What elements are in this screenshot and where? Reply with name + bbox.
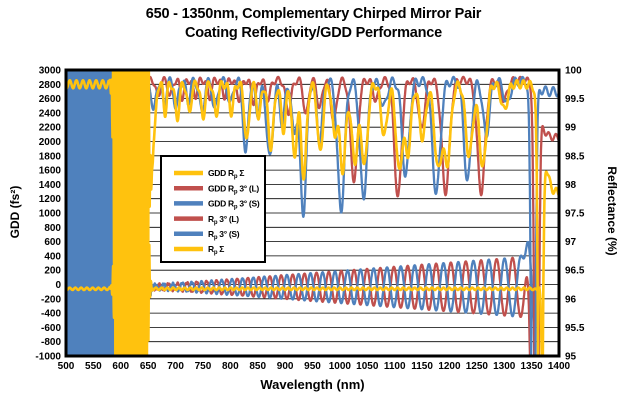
y-right-tick-label: 95 (565, 352, 577, 363)
x-tick-label: 1050 (356, 361, 379, 372)
y-right-tick-label: 97.5 (565, 209, 585, 220)
y-left-tick-label: 2600 (39, 94, 62, 105)
y-left-tick-label: 1400 (39, 180, 62, 191)
data-curves (67, 71, 558, 355)
x-tick-label: 900 (277, 361, 294, 372)
x-tick-label: 550 (85, 361, 102, 372)
y-left-tick-label: 3000 (39, 66, 62, 77)
chart-title-line2: Coating Reflectivity/GDD Performance (184, 25, 443, 41)
legend-label: GDD Rp​ 3° (L) (208, 183, 259, 195)
y-right-tick-label: 97 (565, 237, 577, 248)
chart-title-line1: 650 - 1350nm, Complementary Chirped Mirr… (145, 6, 482, 22)
y-right-tick-label: 96.5 (565, 266, 585, 277)
x-tick-label: 1250 (466, 361, 489, 372)
x-tick-label: 650 (140, 361, 157, 372)
legend-label: Rp​ 3° (S) (208, 229, 240, 241)
chart-title: 650 - 1350nm, Complementary Chirped Mirr… (0, 5, 627, 43)
y-left-tick-label: 400 (44, 251, 61, 262)
y-left-tick-label: 1800 (39, 151, 62, 162)
y-right-tick-label: 98.5 (565, 151, 585, 162)
y-right-axis-title: Reflectance (%) (605, 166, 619, 256)
x-tick-label: 700 (167, 361, 184, 372)
x-tick-label: 500 (58, 361, 75, 372)
x-tick-label: 1100 (384, 361, 406, 372)
x-tick-label: 1150 (411, 361, 433, 372)
x-tick-label: 600 (112, 361, 129, 372)
series-r_sum (67, 71, 558, 355)
y-left-tick-label: -400 (41, 309, 61, 320)
y-left-tick-label: 1600 (39, 166, 62, 177)
y-left-tick-label: 2800 (39, 80, 62, 91)
y-left-tick-label: 2400 (39, 108, 62, 119)
x-axis-title: Wavelength (nm) (260, 377, 365, 392)
y-right-tick-label: 98 (565, 180, 577, 191)
y-left-tick-label: 2200 (39, 123, 62, 134)
y-left-tick-label: 2000 (39, 137, 62, 148)
y-right-tick-label: 95.5 (565, 323, 585, 334)
plot-frame (64, 68, 561, 358)
y-right-tick-label: 99 (565, 123, 577, 134)
y-left-tick-label: 1200 (39, 194, 62, 205)
y-left-tick-label: 200 (44, 266, 61, 277)
y-left-tick-label: 600 (44, 237, 61, 248)
legend-label: Rp​ 3° (L) (208, 214, 239, 226)
x-tick-label: 1400 (548, 361, 571, 372)
y-left-tick-label: -800 (41, 337, 61, 348)
y-left-axis-title: GDD (fs²) (8, 185, 22, 239)
legend-label: GDD Rp​ 3° (S) (208, 199, 260, 211)
legend-label: Rp​ Σ (208, 244, 224, 256)
y-left-tick-label: -200 (41, 294, 61, 305)
x-tick-label: 800 (222, 361, 239, 372)
x-tick-label: 850 (249, 361, 266, 372)
y-left-tick-label: 0 (55, 280, 61, 291)
y-left-tick-label: 1000 (39, 209, 62, 220)
legend: GDD Rp​ Σ GDD Rp​ 3° (L) GDD Rp​ 3° (S) Rp​… (160, 155, 266, 263)
y-left-tick-label: -1000 (35, 352, 61, 363)
y-left-tick-label: -600 (41, 323, 61, 334)
x-tick-label: 1300 (493, 361, 516, 372)
y-left-tick-label: 800 (44, 223, 61, 234)
y-right-tick-label: 100 (565, 66, 582, 77)
x-tick-label: 1200 (438, 361, 461, 372)
x-tick-label: 1350 (520, 361, 543, 372)
y-right-tick-label: 99.5 (565, 94, 585, 105)
x-tick-label: 1000 (329, 361, 352, 372)
legend-label: GDD Rp​ Σ (208, 168, 244, 180)
x-tick-label: 950 (304, 361, 321, 372)
x-tick-label: 750 (195, 361, 212, 372)
y-right-tick-label: 96 (565, 294, 577, 305)
